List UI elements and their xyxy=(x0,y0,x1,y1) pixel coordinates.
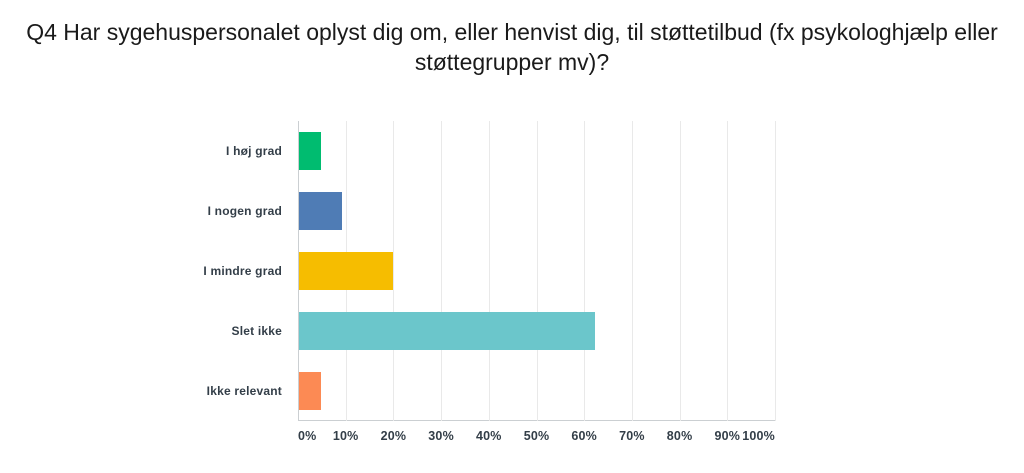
x-axis-tick-labels: 0% 10% 20% 30% 40% 50% 60% 70% 80% 90% 100% xyxy=(298,429,775,447)
gridline xyxy=(536,121,538,421)
x-tick-label: 50% xyxy=(523,429,550,443)
category-label: Slet ikke xyxy=(231,324,282,338)
x-tick-label: 0% xyxy=(298,429,317,443)
gridline xyxy=(441,121,443,421)
bar xyxy=(299,132,321,170)
category-label: Ikke relevant xyxy=(206,384,282,398)
category-label: I mindre grad xyxy=(203,264,282,278)
category-label: I nogen grad xyxy=(207,204,282,218)
gridline xyxy=(584,121,586,421)
gridline xyxy=(679,121,681,421)
x-tick-label: 60% xyxy=(571,429,597,443)
gridline xyxy=(393,121,395,421)
question-title: Q4 Har sygehuspersonalet oplyst dig om, … xyxy=(26,19,998,75)
x-tick-label: 100% xyxy=(742,429,775,443)
bar xyxy=(299,312,596,350)
bar xyxy=(299,192,343,230)
y-axis-line xyxy=(298,121,299,421)
plot-area xyxy=(298,121,776,421)
x-tick-label: 70% xyxy=(619,429,645,443)
gridline xyxy=(631,121,633,421)
category-label: I høj grad xyxy=(226,144,282,158)
y-axis-category-labels: I høj grad I nogen grad I mindre grad Slet … xyxy=(0,121,290,421)
gridline xyxy=(488,121,490,421)
x-tick-label: 90% xyxy=(714,429,741,443)
x-tick-label: 20% xyxy=(380,429,407,443)
gridline xyxy=(775,121,776,421)
bar xyxy=(299,372,321,410)
x-tick-label: 30% xyxy=(428,429,454,443)
gridline xyxy=(727,121,729,421)
x-tick-label: 10% xyxy=(332,429,359,443)
x-tick-label: 80% xyxy=(666,429,693,443)
bar xyxy=(299,252,393,290)
x-tick-label: 40% xyxy=(475,429,502,443)
